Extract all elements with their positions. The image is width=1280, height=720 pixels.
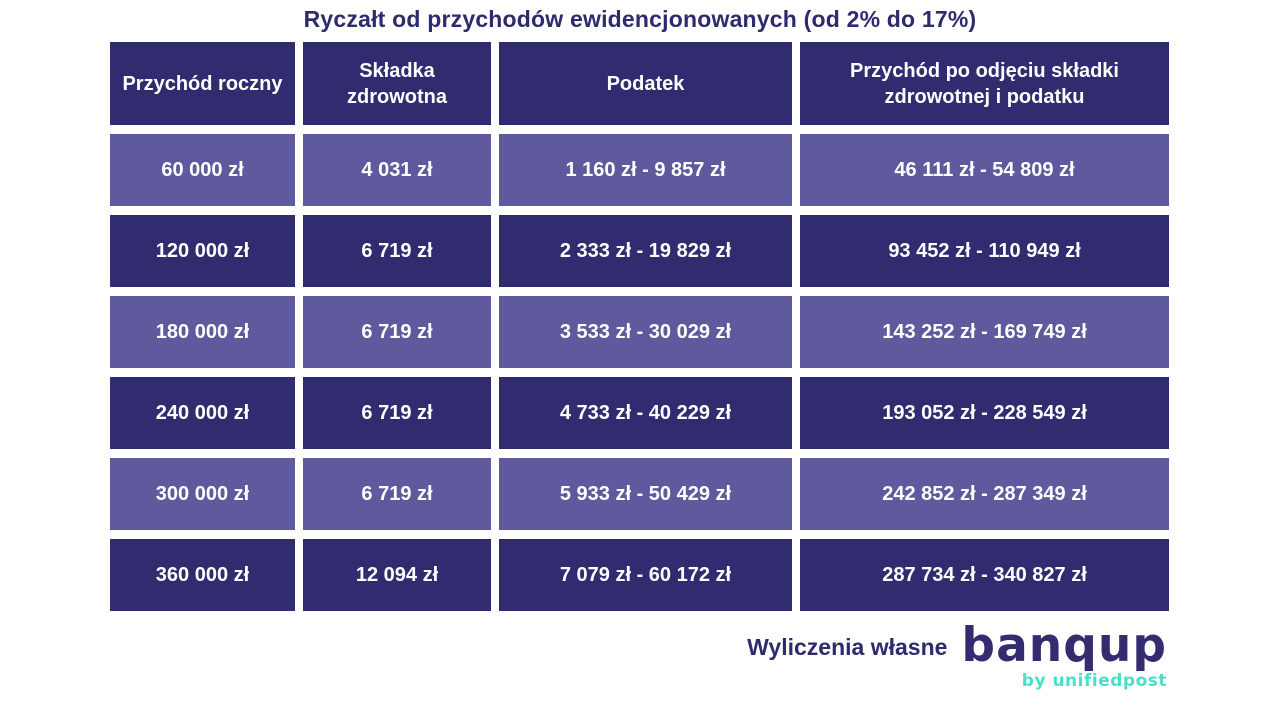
table-cell: 300 000 zł bbox=[110, 458, 295, 530]
tax-table: Przychód roczny Składka zdrowotna Podate… bbox=[110, 42, 1169, 611]
table-cell: 193 052 zł - 228 549 zł bbox=[800, 377, 1169, 449]
table-cell: 180 000 zł bbox=[110, 296, 295, 368]
banqup-logo: banqup by unifiedpost bbox=[961, 622, 1167, 691]
table-cell: 6 719 zł bbox=[303, 458, 491, 530]
table-cell: 360 000 zł bbox=[110, 539, 295, 611]
column-header-annual-income: Przychód roczny bbox=[110, 42, 295, 125]
table-cell: 242 852 zł - 287 349 zł bbox=[800, 458, 1169, 530]
table-cell: 5 933 zł - 50 429 zł bbox=[499, 458, 792, 530]
table-cell: 240 000 zł bbox=[110, 377, 295, 449]
column-header-health-contribution: Składka zdrowotna bbox=[303, 42, 491, 125]
table-cell: 143 252 zł - 169 749 zł bbox=[800, 296, 1169, 368]
table-cell: 6 719 zł bbox=[303, 215, 491, 287]
footer: Wyliczenia własne banqup by unifiedpost bbox=[747, 622, 1167, 691]
table-cell: 4 733 zł - 40 229 zł bbox=[499, 377, 792, 449]
table-cell: 2 333 zł - 19 829 zł bbox=[499, 215, 792, 287]
table-cell: 1 160 zł - 9 857 zł bbox=[499, 134, 792, 206]
table-cell: 60 000 zł bbox=[110, 134, 295, 206]
table-cell: 287 734 zł - 340 827 zł bbox=[800, 539, 1169, 611]
table-cell: 7 079 zł - 60 172 zł bbox=[499, 539, 792, 611]
table-cell: 93 452 zł - 110 949 zł bbox=[800, 215, 1169, 287]
unifiedpost-logo-subtext: by unifiedpost bbox=[1021, 671, 1167, 691]
source-note: Wyliczenia własne bbox=[747, 634, 948, 660]
column-header-tax: Podatek bbox=[499, 42, 792, 125]
table-cell: 6 719 zł bbox=[303, 296, 491, 368]
table-cell: 3 533 zł - 30 029 zł bbox=[499, 296, 792, 368]
table-cell: 46 111 zł - 54 809 zł bbox=[800, 134, 1169, 206]
page-title: Ryczałt od przychodów ewidencjonowanych … bbox=[303, 6, 977, 32]
column-header-income-after-deductions: Przychód po odjęciu składki zdrowotnej i… bbox=[800, 42, 1169, 125]
table-cell: 12 094 zł bbox=[303, 539, 491, 611]
banqup-logo-text: banqup bbox=[961, 618, 1167, 673]
table-cell: 6 719 zł bbox=[303, 377, 491, 449]
table-cell: 4 031 zł bbox=[303, 134, 491, 206]
table-cell: 120 000 zł bbox=[110, 215, 295, 287]
